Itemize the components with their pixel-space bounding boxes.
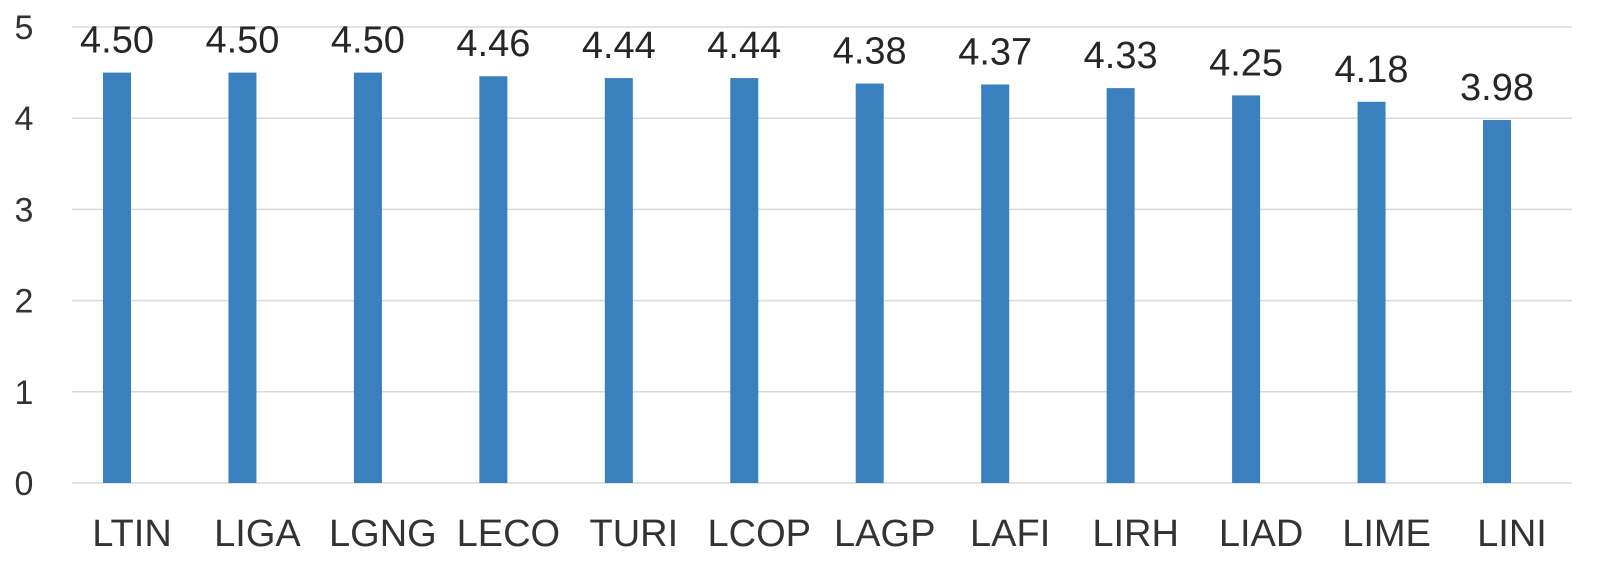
category-label: TURI: [589, 513, 678, 555]
bar-lafi: [981, 84, 1010, 484]
category-label: LIRH: [1092, 513, 1179, 555]
data-label: 4.50: [205, 20, 279, 62]
category-label: LINI: [1477, 513, 1547, 555]
bar-lagp: [855, 83, 884, 483]
bar-lgng: [353, 72, 382, 483]
category-label: LIGA: [214, 513, 301, 555]
data-label: 4.50: [331, 20, 405, 62]
y-tick-label: 3: [15, 191, 34, 229]
gridlines: [72, 26, 1572, 484]
bars: [103, 72, 1511, 484]
data-label: 4.46: [456, 23, 530, 65]
bar-lcop: [730, 78, 759, 484]
bar-leco: [479, 76, 508, 484]
category-label: LTIN: [92, 513, 172, 555]
category-label: LAFI: [970, 513, 1050, 555]
data-label: 4.18: [1335, 49, 1409, 91]
data-label: 3.98: [1460, 67, 1534, 109]
data-label: 4.25: [1209, 42, 1283, 84]
data-label: 4.44: [582, 25, 656, 67]
category-label: LIME: [1342, 513, 1431, 555]
bar-ltin: [103, 72, 131, 483]
data-label: 4.37: [958, 31, 1032, 73]
data-label: 4.50: [80, 20, 154, 62]
bar-lirh: [1106, 88, 1135, 483]
bar-liga: [228, 72, 257, 483]
category-label: LAGP: [834, 513, 935, 555]
data-label: 4.38: [833, 31, 907, 73]
x-axis-categories: LTIN LIGA LGNG LECO TURI LCOP LAGP LAFI LIRH LIAD…: [92, 513, 1547, 555]
category-label: LGNG: [329, 513, 437, 555]
data-label: 4.44: [707, 25, 781, 67]
bar-turi: [604, 78, 633, 484]
y-tick-label: 0: [15, 465, 34, 503]
y-tick-label: 4: [15, 100, 34, 138]
data-label: 4.33: [1084, 35, 1158, 77]
bar-lini: [1483, 120, 1511, 484]
category-label: LECO: [457, 513, 560, 555]
data-labels: 4.50 4.50 4.50 4.46 4.44 4.44 4.38 4.37 4.33 4.25…: [80, 20, 1534, 109]
category-label: LCOP: [708, 513, 811, 555]
y-tick-label: 1: [15, 374, 34, 412]
y-axis-ticks: 0 1 2 3 4 5: [15, 9, 34, 503]
bar-lime: [1357, 101, 1386, 483]
bar-liad: [1232, 95, 1261, 484]
y-tick-label: 2: [15, 283, 34, 321]
y-tick-label: 5: [15, 9, 34, 47]
category-label: LIAD: [1219, 513, 1303, 555]
